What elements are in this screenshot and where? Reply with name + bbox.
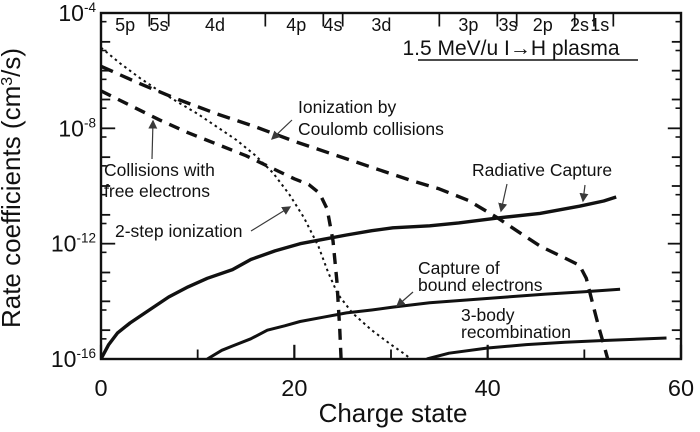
x-tick-label: 0 bbox=[94, 375, 107, 401]
curves bbox=[100, 46, 667, 360]
y-tick-exponent: -12 bbox=[76, 231, 96, 246]
y-tick-exponent: -16 bbox=[76, 346, 96, 361]
shell-label: 3d bbox=[371, 15, 391, 35]
y-axis-title: Rate coefficients (cm3/s) bbox=[0, 48, 26, 328]
shell-label: 2s bbox=[570, 15, 589, 35]
shell-label: 4p bbox=[286, 15, 306, 35]
shell-label: 5p bbox=[115, 15, 135, 35]
y-tick-label: 10-16 bbox=[51, 346, 96, 372]
label-three-body: 3-body bbox=[461, 305, 515, 325]
shell-label: 2p bbox=[533, 15, 553, 35]
label-ionization-coulomb: Ionization by bbox=[298, 97, 397, 117]
y-tick-label: 10-4 bbox=[58, 0, 96, 26]
label-two-step: 2-step ionization bbox=[115, 221, 242, 241]
y-axis-title-main: Rate coefficients (cm bbox=[0, 86, 26, 328]
y-tick-exponent: -8 bbox=[84, 115, 96, 130]
plot-frame bbox=[99, 11, 683, 361]
label-capture-bound: bound electrons bbox=[418, 275, 543, 295]
chart-title: 1.5 MeV/u I→H plasma bbox=[402, 37, 619, 60]
y-tick-label: 10-8 bbox=[58, 115, 96, 141]
x-axis-title: Charge state bbox=[319, 398, 468, 428]
x-tick-label: 20 bbox=[281, 375, 307, 401]
curve-bound-electron-capture bbox=[206, 287, 621, 360]
y-axis-title-sup: 3 bbox=[0, 77, 16, 86]
label-three-body: recombination bbox=[461, 322, 571, 342]
axis-ticks bbox=[99, 12, 683, 360]
shell-label: 1s bbox=[590, 15, 609, 35]
label-collisions-free: Collisions with bbox=[104, 160, 215, 180]
x-tick-label: 60 bbox=[668, 375, 694, 401]
x-tick-label: 40 bbox=[475, 375, 501, 401]
curve-free-electron-collisions bbox=[100, 89, 343, 360]
annotation-arrow-capture-bound bbox=[395, 291, 414, 307]
shell-label: 3s bbox=[498, 15, 517, 35]
annotation-arrow-ionization-coulomb bbox=[271, 119, 293, 140]
shell-label: 5s bbox=[149, 15, 168, 35]
curve-radiative-capture bbox=[100, 195, 617, 360]
label-capture-bound: Capture of bbox=[418, 258, 500, 278]
shell-label: 4s bbox=[323, 15, 342, 35]
curve-two-step-ionization bbox=[100, 46, 414, 360]
y-tick-label: 10-12 bbox=[51, 231, 96, 257]
annotation-arrow-radiative bbox=[579, 184, 589, 203]
curve-three-body-recombination bbox=[426, 336, 667, 360]
label-collisions-free: free electrons bbox=[104, 181, 210, 201]
label-ionization-coulomb: Coulomb collisions bbox=[298, 119, 444, 139]
label-radiative: Radiative Capture bbox=[472, 160, 612, 180]
y-axis-title-tail: /s) bbox=[0, 48, 26, 77]
y-tick-exponent: -4 bbox=[84, 0, 96, 15]
shell-label: 4d bbox=[205, 15, 225, 35]
annotation-arrow-two-step bbox=[250, 206, 292, 232]
annotation-arrow-radiative bbox=[498, 183, 508, 213]
annotation-arrow-collisions-free bbox=[148, 119, 158, 160]
shell-label: 3p bbox=[458, 15, 478, 35]
curve-coulomb-ionization bbox=[100, 64, 610, 360]
